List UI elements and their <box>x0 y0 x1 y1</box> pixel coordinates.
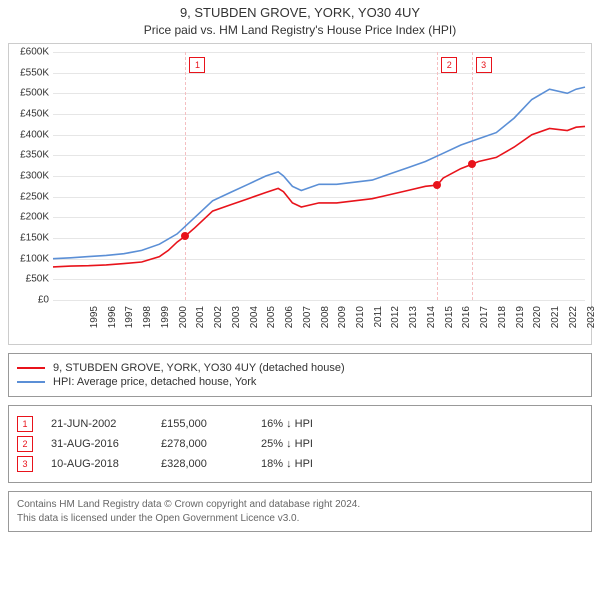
chart-title: 9, STUBDEN GROVE, YORK, YO30 4UY <box>0 5 600 20</box>
sales-price: £155,000 <box>161 418 261 430</box>
legend-item: HPI: Average price, detached house, York <box>17 376 583 388</box>
license-text: Contains HM Land Registry data © Crown c… <box>8 491 592 532</box>
legend-label: 9, STUBDEN GROVE, YORK, YO30 4UY (detach… <box>53 362 345 374</box>
sales-price: £278,000 <box>161 438 261 450</box>
sales-row: 2 31-AUG-2016£278,00025% ↓ HPI <box>17 436 583 452</box>
legend-swatch <box>17 367 45 369</box>
series-hpi <box>53 87 585 259</box>
sale-point <box>433 181 441 189</box>
sales-table: 1 21-JUN-2002£155,00016% ↓ HPI 2 31-AUG-201… <box>8 405 592 483</box>
sales-marker: 2 <box>17 436 33 452</box>
legend-label: HPI: Average price, detached house, York <box>53 376 256 388</box>
sales-marker: 3 <box>17 456 33 472</box>
sale-point <box>468 160 476 168</box>
sales-delta: 16% ↓ HPI <box>261 418 313 430</box>
license-line1: Contains HM Land Registry data © Crown c… <box>17 498 583 512</box>
sales-delta: 25% ↓ HPI <box>261 438 313 450</box>
sales-row: 3 10-AUG-2018£328,00018% ↓ HPI <box>17 456 583 472</box>
sales-price: £328,000 <box>161 458 261 470</box>
sale-point <box>181 232 189 240</box>
sales-marker: 1 <box>17 416 33 432</box>
series-price_paid <box>53 126 585 267</box>
chart-area: £0£50K£100K£150K£200K£250K£300K£350K£400… <box>8 43 592 345</box>
sales-date: 31-AUG-2016 <box>51 438 161 450</box>
sales-delta: 18% ↓ HPI <box>261 458 313 470</box>
license-line2: This data is licensed under the Open Gov… <box>17 512 583 526</box>
sales-date: 10-AUG-2018 <box>51 458 161 470</box>
sales-row: 1 21-JUN-2002£155,00016% ↓ HPI <box>17 416 583 432</box>
chart-svg <box>9 44 591 344</box>
legend-item: 9, STUBDEN GROVE, YORK, YO30 4UY (detach… <box>17 362 583 374</box>
legend-swatch <box>17 381 45 383</box>
sales-date: 21-JUN-2002 <box>51 418 161 430</box>
chart-subtitle: Price paid vs. HM Land Registry's House … <box>0 23 600 37</box>
legend: 9, STUBDEN GROVE, YORK, YO30 4UY (detach… <box>8 353 592 397</box>
